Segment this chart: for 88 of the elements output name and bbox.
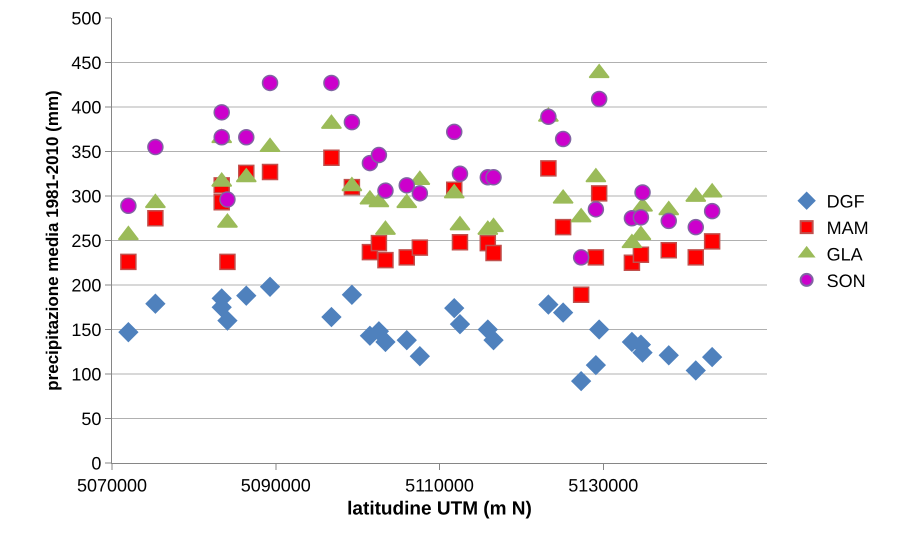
point (702, 347, 722, 367)
x-axis-title: latitudine UTM (m N) (347, 498, 532, 520)
y-tick-label: 250 (71, 230, 102, 251)
point (398, 177, 415, 194)
point (218, 310, 238, 330)
x-tick-label: 5130000 (568, 476, 638, 496)
point (412, 239, 428, 256)
point (540, 160, 557, 177)
point (377, 252, 394, 268)
point (260, 276, 280, 297)
y-tick-label: 500 (71, 8, 102, 28)
point (342, 284, 362, 305)
point (704, 233, 720, 250)
point (370, 146, 388, 164)
point (213, 129, 230, 146)
point (147, 138, 164, 156)
point (572, 286, 590, 304)
y-tick-label: 300 (71, 186, 102, 206)
point (538, 294, 558, 314)
point (588, 249, 604, 266)
point (588, 201, 604, 218)
point (262, 74, 278, 92)
point (262, 164, 278, 180)
point (554, 218, 572, 236)
point (219, 191, 236, 208)
point (634, 184, 651, 201)
point (236, 286, 256, 306)
point (412, 185, 428, 202)
point (704, 202, 720, 220)
point (370, 234, 388, 252)
point (686, 360, 706, 380)
point (485, 169, 502, 186)
x-tick-label: 5070000 (76, 476, 148, 496)
legend-label: SON (826, 270, 866, 291)
x-tick-label: 5090000 (240, 476, 311, 496)
point (146, 294, 166, 314)
point (590, 90, 608, 108)
y-axis-title: precipitazione media 1981-2010 (mm) (42, 90, 62, 391)
y-tick-label: 150 (71, 320, 102, 340)
point (485, 244, 502, 262)
point (410, 346, 430, 366)
point (444, 298, 464, 318)
point (452, 166, 468, 182)
point (452, 234, 468, 251)
point (540, 108, 557, 126)
point (658, 345, 679, 366)
point (398, 249, 415, 266)
point (554, 130, 572, 148)
x-tick-label: 5110000 (405, 476, 474, 496)
point (572, 249, 590, 266)
point (147, 210, 164, 226)
point (571, 371, 591, 391)
point (446, 124, 462, 140)
point (376, 332, 396, 352)
point (632, 209, 650, 226)
point (323, 149, 340, 166)
point (688, 249, 704, 266)
point (589, 320, 610, 340)
point (660, 242, 677, 259)
y-tick-label: 350 (71, 142, 102, 162)
point (377, 182, 394, 199)
point (396, 330, 417, 350)
legend-label: DGF (826, 192, 865, 212)
y-tick-label: 0 (91, 453, 102, 474)
point (450, 314, 470, 334)
point (120, 254, 137, 270)
point (590, 185, 608, 202)
y-tick-label: 400 (71, 97, 102, 118)
point (213, 104, 230, 121)
point (484, 330, 504, 350)
point (632, 246, 650, 263)
point (586, 355, 606, 375)
point (688, 218, 704, 236)
point (323, 74, 340, 92)
point (322, 307, 342, 327)
y-tick-label: 100 (71, 364, 102, 384)
y-tick-label: 200 (71, 275, 102, 296)
point (553, 302, 573, 322)
point (238, 129, 255, 146)
legend-label: MAM (826, 218, 869, 238)
point (118, 322, 138, 342)
y-tick-label: 50 (81, 408, 102, 429)
legend-label: GLA (826, 244, 863, 265)
point (344, 114, 360, 130)
point (219, 254, 236, 270)
y-tick-label: 450 (71, 52, 102, 73)
point (120, 198, 137, 214)
point (660, 212, 677, 230)
